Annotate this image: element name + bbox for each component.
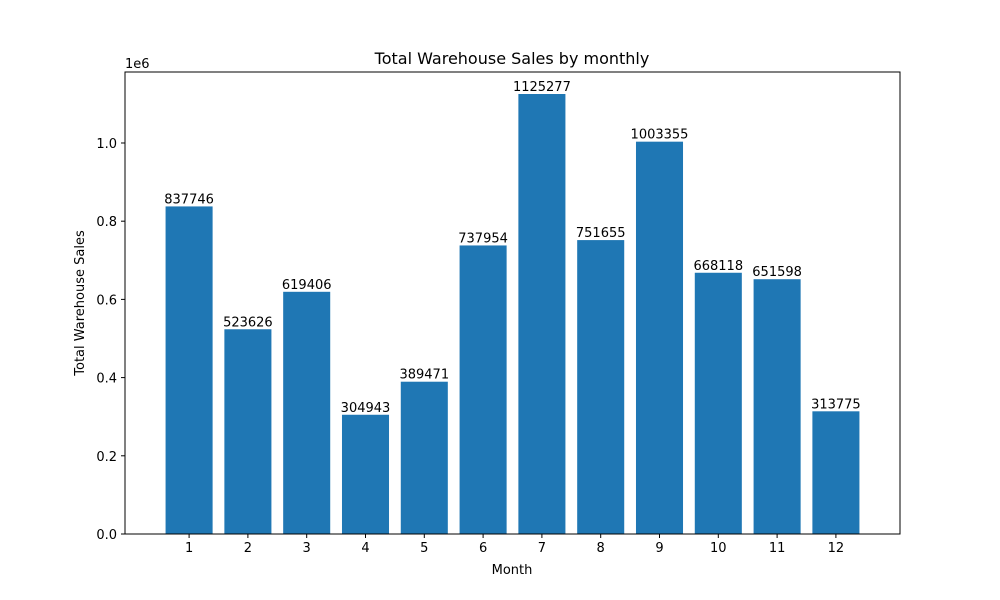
x-axis: 1 2 3 4 5 6 7 8 9 10 11 12 — [185, 534, 844, 556]
bar-month-11 — [753, 279, 801, 534]
y-tick-label: 0.6 — [96, 293, 117, 308]
bar-value-label-4: 304943 — [341, 401, 391, 416]
y-tick-label: 0.8 — [96, 215, 117, 230]
x-tick-label-12: 12 — [828, 541, 845, 556]
bar-value-label-5: 389471 — [399, 368, 449, 383]
bar-value-label-10: 668118 — [693, 259, 743, 274]
bar-month-5 — [400, 381, 448, 534]
x-tick-label-10: 10 — [710, 541, 727, 556]
x-tick-label-8: 8 — [597, 541, 605, 556]
x-tick-label-1: 1 — [185, 541, 193, 556]
x-axis-label: Month — [492, 563, 533, 578]
bar-value-label-2: 523626 — [223, 315, 273, 330]
bar-value-label-12: 313775 — [811, 397, 861, 412]
bar-month-7 — [518, 93, 566, 534]
bar-value-label-8: 751655 — [576, 226, 626, 241]
x-tick-label-6: 6 — [479, 541, 487, 556]
bars-group — [165, 93, 860, 534]
y-tick-label: 0.2 — [96, 450, 117, 465]
bar-value-label-9: 1003355 — [631, 128, 689, 143]
bar-value-labels: 837746 523626 619406 304943 389471 737954 1125… — [164, 80, 860, 416]
x-tick-label-3: 3 — [303, 541, 311, 556]
bar-month-8 — [577, 240, 625, 534]
x-tick-label-11: 11 — [769, 541, 786, 556]
bar-month-2 — [224, 329, 272, 534]
x-tick-label-4: 4 — [361, 541, 369, 556]
y-tick-label: 1.0 — [96, 137, 117, 152]
y-axis-offset-label: 1e6 — [125, 57, 150, 72]
bar-month-3 — [283, 291, 331, 534]
y-axis: 0.0 0.2 0.4 0.6 0.8 1.0 — [96, 137, 125, 543]
bar-month-12 — [812, 411, 860, 534]
y-tick-label: 0.4 — [96, 372, 117, 387]
bar-value-label-3: 619406 — [282, 278, 332, 293]
plot-area: 8377465236266194063049433894717379541125… — [96, 71, 901, 556]
bar-value-label-11: 651598 — [752, 265, 802, 280]
bar-month-9 — [635, 141, 684, 534]
y-tick-label: 0.0 — [96, 528, 117, 543]
bar-month-10 — [694, 272, 742, 534]
x-tick-label-7: 7 — [538, 541, 546, 556]
bar-value-label-7: 1125277 — [513, 80, 571, 95]
bar-value-label-6: 737954 — [458, 231, 508, 246]
chart-title: Total Warehouse Sales by monthly — [374, 49, 650, 68]
x-tick-label-5: 5 — [420, 541, 428, 556]
plot-frame — [124, 71, 901, 535]
bar-value-label-1: 837746 — [164, 192, 214, 207]
bar-month-1 — [165, 206, 213, 534]
x-tick-label-2: 2 — [244, 541, 252, 556]
bar-month-6 — [459, 245, 507, 534]
y-axis-label: Total Warehouse Sales — [73, 230, 88, 377]
x-tick-label-9: 9 — [655, 541, 663, 556]
bar-month-4 — [341, 414, 390, 534]
